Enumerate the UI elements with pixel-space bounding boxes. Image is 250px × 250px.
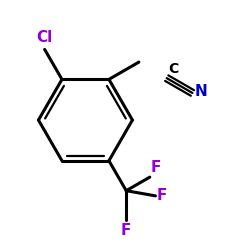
- Text: F: F: [157, 188, 167, 203]
- Text: F: F: [151, 160, 162, 175]
- Text: C: C: [168, 62, 178, 76]
- Text: Cl: Cl: [36, 30, 53, 45]
- Text: F: F: [121, 223, 132, 238]
- Text: N: N: [195, 84, 208, 99]
